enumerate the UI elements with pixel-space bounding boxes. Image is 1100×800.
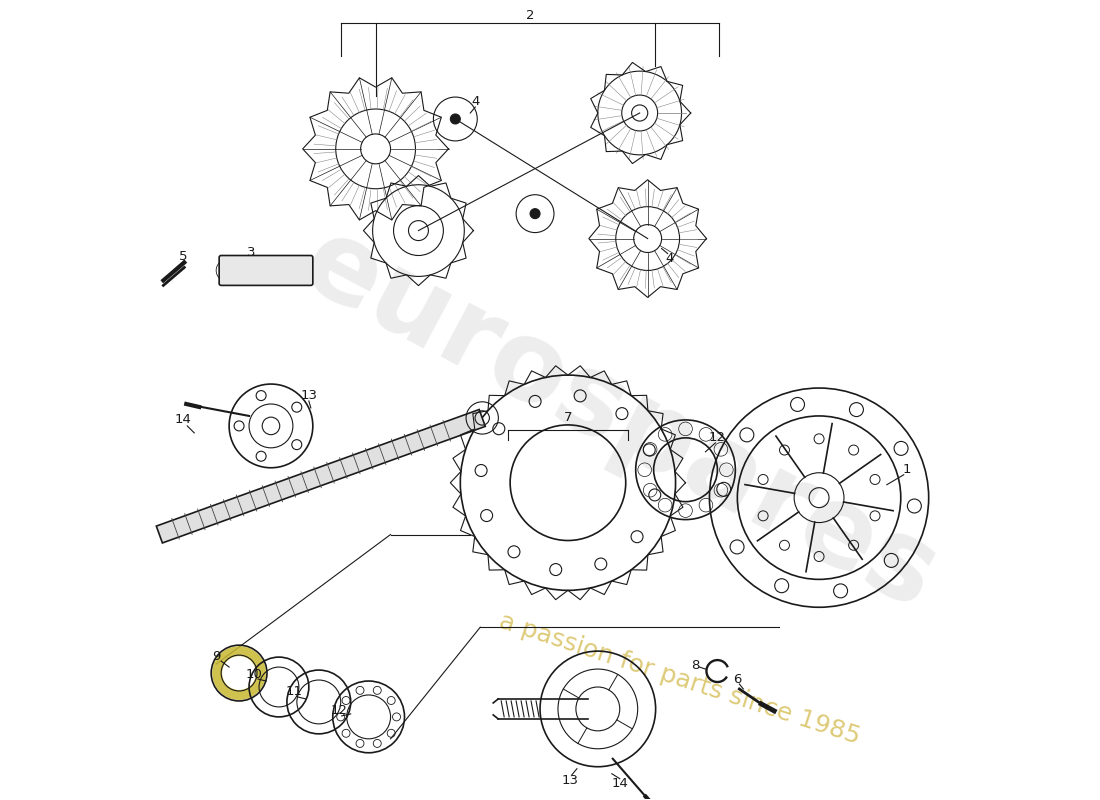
Text: 14: 14 (175, 414, 191, 426)
Text: 12: 12 (708, 431, 726, 444)
Circle shape (530, 209, 540, 218)
Text: 14: 14 (612, 777, 628, 790)
Text: eurospares: eurospares (285, 208, 955, 632)
Text: 7: 7 (563, 411, 572, 425)
Text: 11: 11 (285, 686, 303, 698)
Text: 12: 12 (330, 705, 348, 718)
Text: 4: 4 (666, 252, 674, 265)
Circle shape (450, 114, 460, 124)
Text: 13: 13 (300, 389, 317, 402)
Polygon shape (156, 410, 485, 543)
Text: 3: 3 (246, 246, 255, 259)
Text: 10: 10 (245, 667, 263, 681)
Text: 2: 2 (526, 9, 535, 22)
Text: 9: 9 (212, 650, 220, 662)
Text: 1: 1 (902, 463, 911, 476)
Text: 5: 5 (179, 250, 187, 263)
Text: a passion for parts since 1985: a passion for parts since 1985 (496, 609, 864, 749)
Text: 6: 6 (734, 673, 741, 686)
Text: 4: 4 (471, 94, 480, 107)
Text: 13: 13 (561, 774, 579, 787)
FancyBboxPatch shape (219, 255, 312, 286)
Wedge shape (212, 646, 266, 700)
Text: 8: 8 (691, 658, 700, 671)
